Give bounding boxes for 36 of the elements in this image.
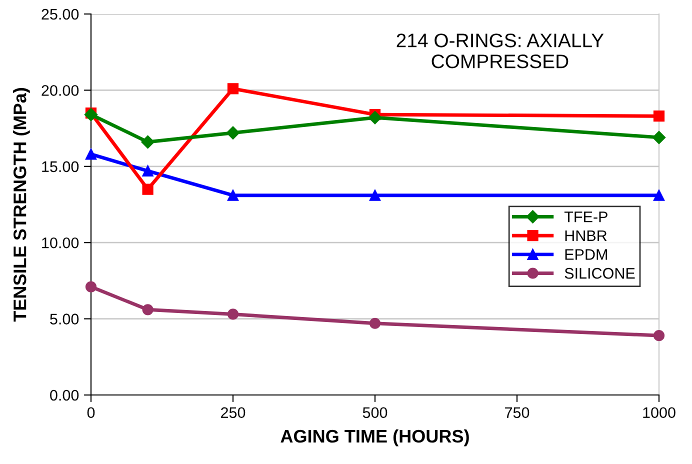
x-tick-label: 1000 <box>643 407 676 418</box>
legend-label: EPDM <box>565 249 607 260</box>
point <box>652 130 666 144</box>
y-tick-label: 15.00 <box>42 161 79 172</box>
y-tick-label: 0.00 <box>50 390 79 401</box>
x-tick-label: 750 <box>505 407 530 418</box>
point <box>227 308 239 320</box>
point <box>653 330 665 342</box>
point <box>653 110 665 122</box>
point <box>142 304 154 316</box>
x-tick-label: 250 <box>221 407 246 418</box>
point <box>369 318 381 329</box>
x-tick-label: 500 <box>362 407 388 418</box>
point <box>227 190 239 201</box>
point <box>227 83 239 94</box>
point <box>85 281 97 292</box>
legend-label: HNBR <box>565 230 607 241</box>
point <box>142 184 154 195</box>
y-tick-label: 25.00 <box>42 8 79 20</box>
point <box>142 165 154 177</box>
x-tick-label: 0 <box>87 407 95 418</box>
point <box>226 126 240 140</box>
text: 214 O-RINGS: AXIALLY COMPRESSED <box>396 34 604 68</box>
y-tick-label: 10.00 <box>42 237 79 248</box>
point <box>368 111 382 124</box>
point <box>84 108 98 122</box>
point <box>85 148 97 160</box>
y-tick-label: 20.00 <box>42 85 79 96</box>
point <box>369 190 381 201</box>
y-axis-title: TENSILE STRENGTH (MPa) <box>13 88 30 322</box>
point <box>141 135 154 149</box>
legend-label: TFE-P <box>564 212 608 222</box>
x-axis-title: AGING TIME (HOURS) <box>280 429 469 446</box>
y-tick-label: 5.00 <box>50 314 79 324</box>
point <box>653 190 665 201</box>
legend-label: SILICONE <box>564 268 635 279</box>
